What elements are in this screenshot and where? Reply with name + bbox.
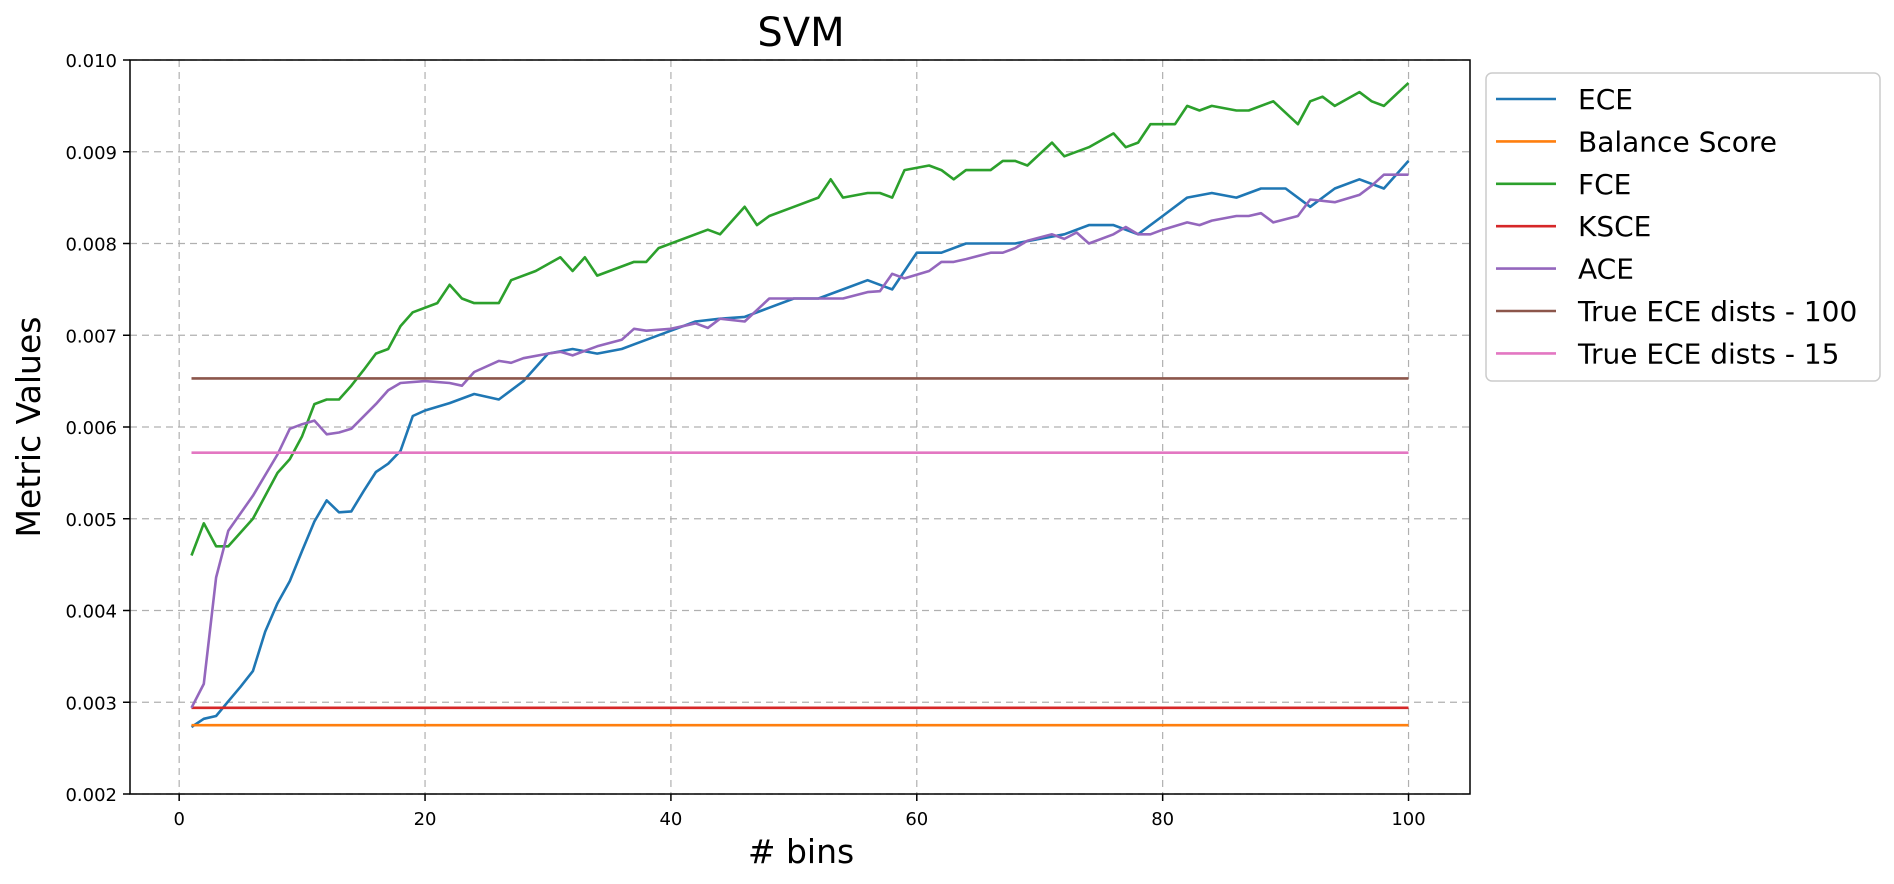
x-axis-label: # bins [748,832,854,871]
legend: ECE Balance Score FCE KSCE ACE True ECE dists… [1485,72,1881,382]
chart-title: SVM [757,10,844,56]
legend-label: ECE [1578,83,1633,116]
legend-label: ACE [1578,253,1634,286]
legend-label: True ECE dists - 100 [1577,295,1857,328]
axis-ticks: 0 20 40 60 80 100 0.002 0.003 0.004 0.005 0.006 0.0… [65,51,1425,830]
series-line-ace [190,173,1409,709]
y-tick-label: 0.005 [65,510,117,531]
y-tick-label: 0.002 [65,785,117,806]
plot-area-frame [129,59,1471,795]
y-tick-label: 0.007 [65,326,117,347]
y-tick-label: 0.008 [65,235,117,256]
y-tick-label: 0.006 [65,418,117,439]
legend-box [1485,72,1881,382]
series-line-fce [190,81,1410,556]
y-tick-label: 0.003 [65,693,117,714]
x-tick-label: 80 [1151,809,1174,830]
series-lines [190,81,1410,729]
legend-label: FCE [1578,168,1631,201]
x-tick-label: 20 [414,809,437,830]
x-tick-label: 60 [905,809,928,830]
y-tick-label: 0.010 [65,51,117,72]
series-line-ece [190,160,1410,729]
legend-label: True ECE dists - 15 [1577,337,1839,370]
gridlines [130,59,1470,795]
x-tick-label: 40 [659,809,682,830]
legend-label: KSCE [1578,210,1651,243]
y-tick-label: 0.009 [65,143,117,164]
y-tick-label: 0.004 [65,602,117,623]
x-tick-label: 0 [173,809,184,830]
y-axis-label: Metric Values [9,317,48,538]
legend-label: Balance Score [1578,125,1777,158]
x-tick-label: 100 [1391,809,1425,830]
